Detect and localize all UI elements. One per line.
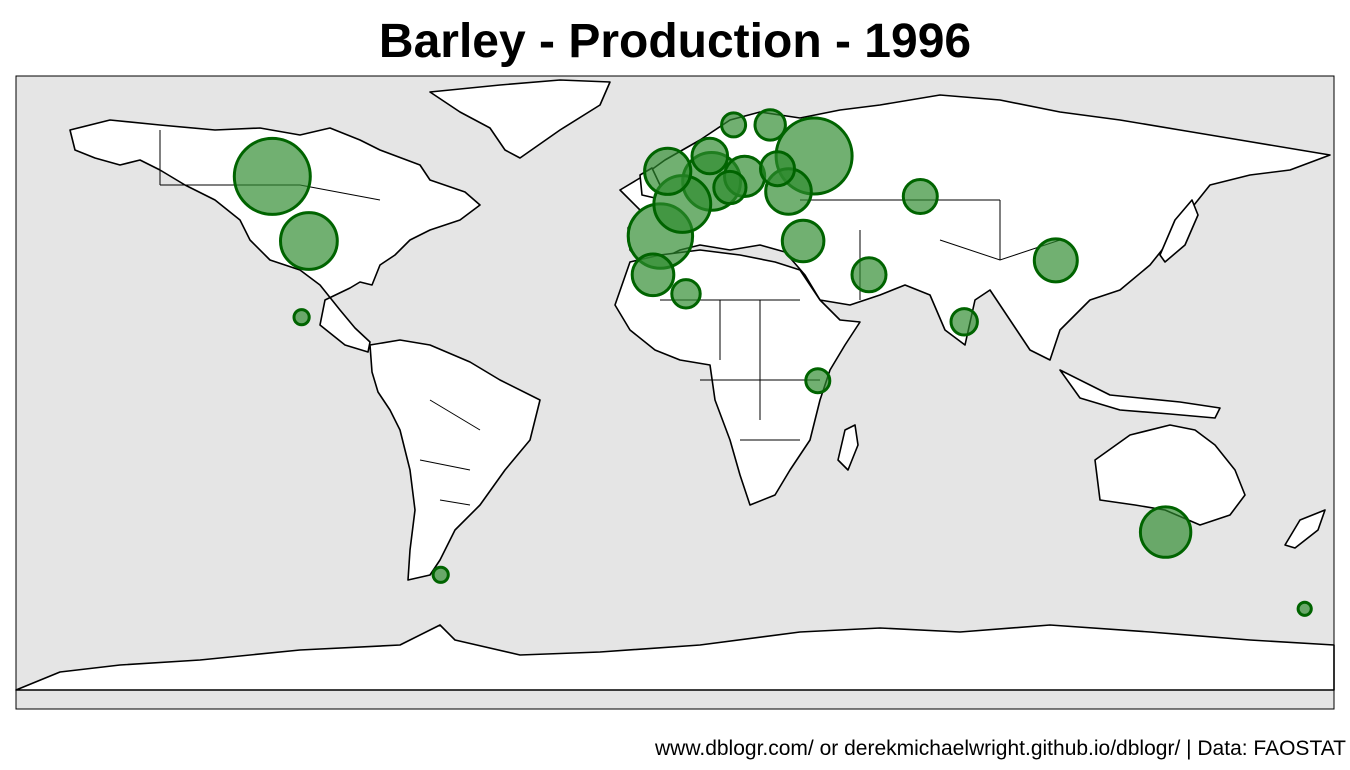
production-bubble xyxy=(279,211,339,271)
production-bubble xyxy=(780,218,826,264)
antarctica xyxy=(15,624,1335,691)
production-bubble xyxy=(292,308,311,327)
production-bubble xyxy=(712,169,748,206)
production-bubble xyxy=(643,146,693,196)
production-bubble xyxy=(850,256,888,294)
south-america xyxy=(369,339,541,581)
greenland xyxy=(429,79,611,159)
bubble-layer xyxy=(232,108,1313,617)
africa-borders xyxy=(660,299,820,441)
map-title: Barley - Production - 1996 xyxy=(378,15,972,68)
australia xyxy=(1094,424,1246,526)
indonesia xyxy=(1059,369,1221,419)
production-bubble xyxy=(1032,237,1079,284)
production-bubble xyxy=(804,367,832,395)
madagascar xyxy=(837,424,859,471)
north-america xyxy=(69,119,481,353)
japan xyxy=(1159,199,1199,263)
production-bubble xyxy=(759,150,796,188)
production-bubble xyxy=(949,307,979,337)
africa xyxy=(614,249,861,506)
production-bubble xyxy=(670,278,702,310)
production-bubble xyxy=(232,136,312,216)
production-bubble xyxy=(630,252,676,298)
production-bubble xyxy=(1138,505,1193,559)
production-bubble xyxy=(720,111,748,139)
production-bubble xyxy=(901,178,939,215)
south-america-borders xyxy=(419,399,481,506)
new-zealand xyxy=(1284,509,1326,549)
production-bubble xyxy=(1296,600,1313,617)
production-bubble xyxy=(753,108,787,142)
production-bubble xyxy=(431,565,450,584)
production-bubble xyxy=(690,136,730,176)
data-source-caption: www.dblogr.com/ or derekmichaelwright.gi… xyxy=(655,737,1346,760)
